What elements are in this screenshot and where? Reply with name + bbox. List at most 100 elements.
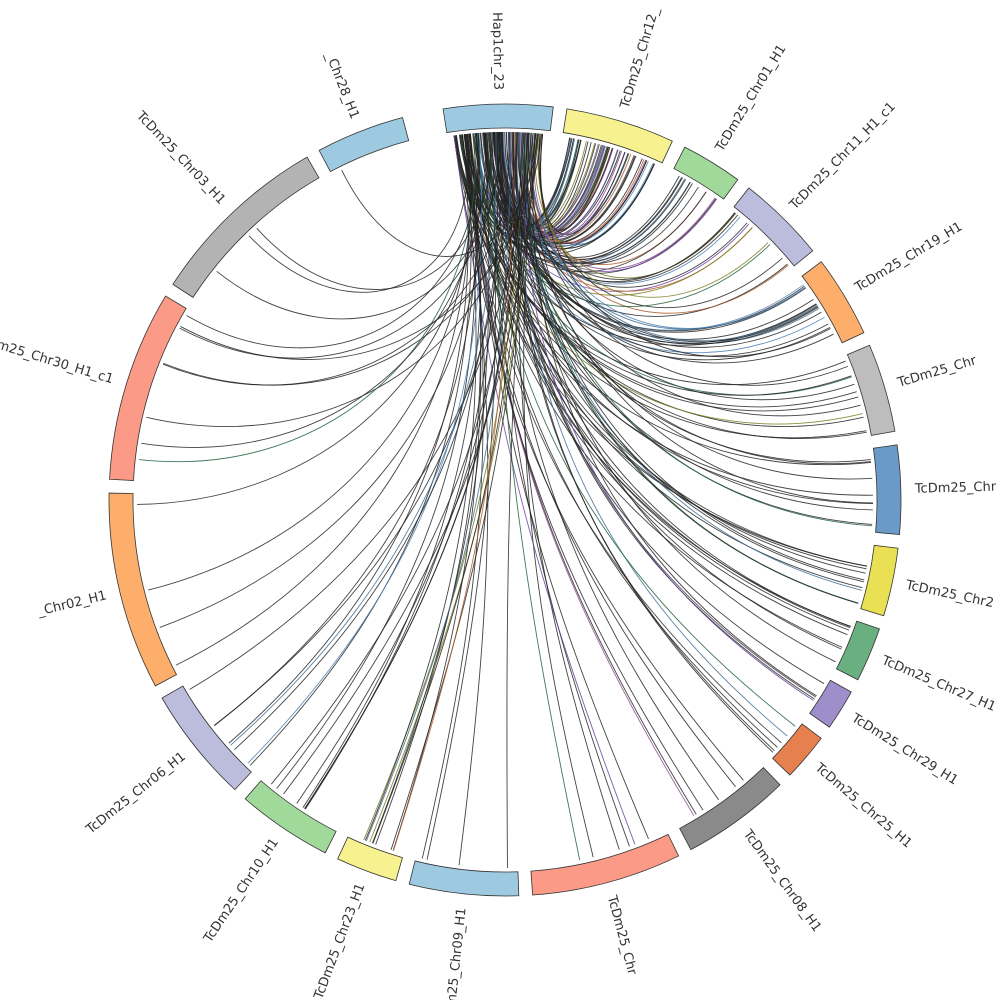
segment-label-2: TcDm25_Chr01_H1 (712, 42, 789, 155)
link-193 (230, 132, 497, 746)
link-135 (523, 132, 859, 604)
segment-0 (442, 103, 554, 134)
link-184 (276, 133, 477, 789)
segment-11 (679, 767, 781, 851)
link-124 (498, 132, 873, 511)
link-199 (159, 132, 489, 628)
segment-17 (108, 492, 178, 687)
link-190 (283, 133, 539, 795)
link-130 (526, 132, 859, 604)
link-203 (186, 132, 480, 349)
segment-4 (801, 261, 865, 344)
link-127 (524, 132, 873, 480)
link-213 (216, 132, 501, 320)
link-176 (369, 133, 538, 843)
link-144 (527, 132, 836, 663)
link-208 (139, 133, 476, 463)
link-134 (514, 132, 864, 583)
link-72 (520, 132, 716, 270)
link-132 (525, 132, 865, 581)
segment-label-1: TcDm25_Chr12_ (617, 6, 662, 112)
link-163 (523, 133, 594, 858)
link-91 (482, 132, 807, 333)
link-162 (464, 134, 736, 788)
segment-2 (673, 146, 739, 200)
link-195 (213, 132, 510, 726)
link-212 (248, 133, 469, 293)
link-150 (512, 132, 817, 698)
segment-label-17: _Chr02_H1 (35, 588, 108, 619)
link-191 (189, 132, 529, 690)
link-103 (538, 133, 831, 358)
segment-label-9: TcDm25_Chr29_H1 (848, 710, 961, 788)
segment-14 (337, 836, 403, 882)
segment-label-11: TcDm25_Chr08_H1 (739, 826, 824, 935)
link-207 (146, 133, 537, 427)
segment-label-19: TcDm25_Chr03_H1 (132, 108, 228, 208)
segment-12 (530, 833, 680, 896)
segment-9 (809, 679, 852, 728)
link-156 (472, 133, 778, 748)
segment-10 (772, 723, 822, 776)
segment-label-15: TcDm25_Chr10_H1 (201, 836, 282, 947)
segment-label-7: TcDm25_Chr2 (904, 578, 996, 611)
link-172 (426, 132, 496, 860)
link-151 (517, 132, 788, 737)
link-138 (475, 133, 850, 631)
segment-label-14: TcDm25_Chr23_H1 (311, 881, 368, 1000)
link-204 (180, 133, 543, 360)
segment-label-0: Hap1chr_23 (489, 12, 505, 90)
segment-16 (161, 685, 252, 791)
link-202 (148, 133, 473, 591)
link-175 (364, 134, 477, 841)
link-211 (256, 132, 492, 290)
link-125 (521, 132, 873, 527)
link-179 (372, 132, 532, 844)
segments-layer (108, 103, 902, 897)
segment-label-6: TcDm25_Chr (914, 480, 997, 497)
link-210 (179, 132, 501, 359)
link-105 (530, 132, 818, 342)
link-89 (501, 132, 822, 348)
link-189 (305, 132, 499, 810)
segment-5 (846, 344, 896, 436)
segment-label-10: TcDm25_Chr25_H1 (811, 760, 915, 852)
segment-8 (835, 620, 880, 681)
segment-3 (733, 187, 814, 267)
link-31 (523, 132, 580, 226)
link-164 (518, 132, 620, 850)
segment-13 (408, 860, 520, 897)
link-200 (175, 133, 471, 666)
link-196 (247, 132, 483, 764)
link-155 (512, 132, 775, 751)
link-131 (484, 132, 863, 589)
link-126 (468, 133, 873, 505)
link-154 (476, 132, 796, 727)
segment-label-18: TcDm25_Chr30_H1_c1 (0, 330, 115, 387)
link-185 (296, 132, 518, 804)
segment-6 (872, 444, 902, 535)
segment-label-3: TcDm25_Chr11_H1_c1 (786, 99, 899, 213)
link-214 (341, 133, 539, 257)
segment-label-8: TcDm25_Chr27_H1 (879, 653, 998, 715)
link-181 (365, 132, 512, 842)
link-149 (522, 132, 814, 701)
link-128 (475, 133, 868, 567)
segment-label-4: TcDm25_Chr19_H1 (852, 219, 965, 295)
segment-1 (562, 108, 673, 164)
link-173 (375, 133, 482, 845)
segment-label-12: TcDm25_Chr (604, 893, 640, 977)
segment-18 (109, 295, 187, 481)
link-182 (393, 132, 517, 851)
link-122 (531, 133, 873, 504)
link-198 (234, 132, 503, 750)
segment-15 (244, 780, 337, 854)
link-159 (461, 134, 704, 811)
link-178 (371, 132, 490, 844)
links-layer (137, 131, 873, 868)
segment-label-13: TcDm25_Chr09_H1 (442, 907, 470, 1000)
link-146 (532, 133, 817, 697)
link-64 (506, 132, 718, 272)
segment-label-20: _Chr28_H1 (322, 49, 362, 121)
